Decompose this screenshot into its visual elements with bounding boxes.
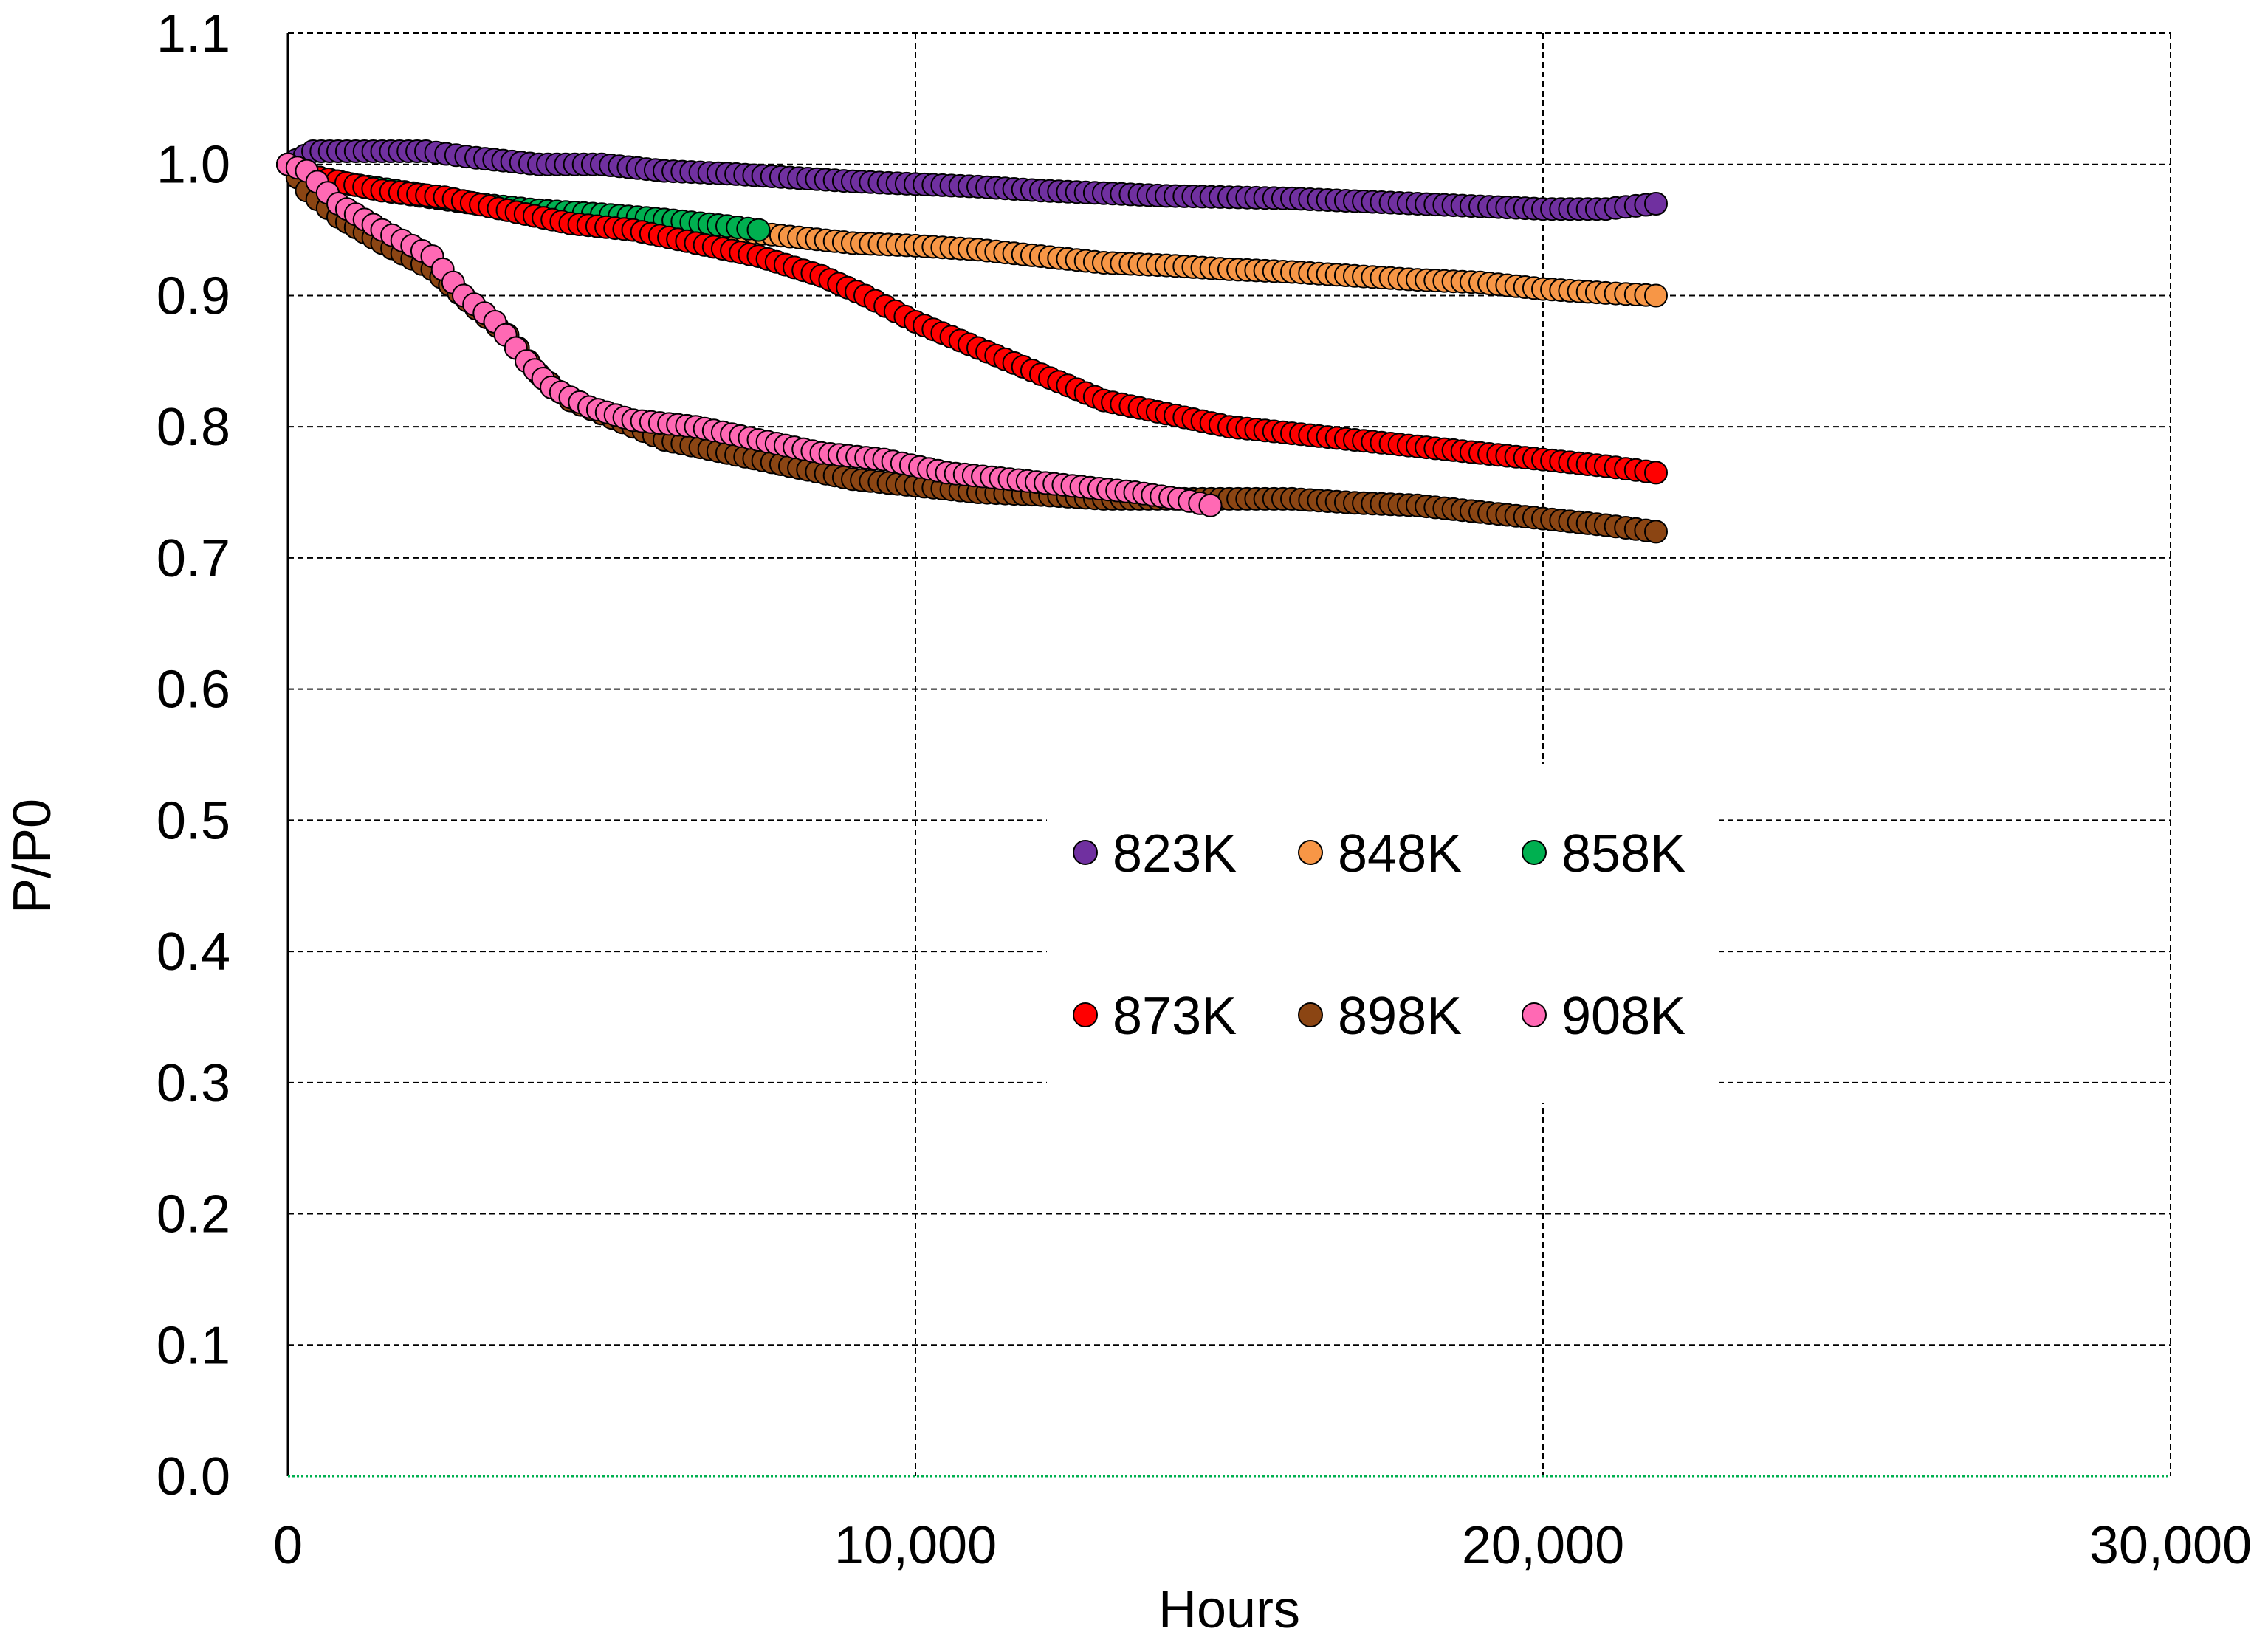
- y-tick-label: 0.4: [157, 923, 230, 982]
- axes: [286, 33, 2171, 1478]
- legend: 823K 848K 858K 873K 898K 908K: [1047, 764, 1719, 1103]
- legend-label: 823K: [1113, 824, 1237, 883]
- legend-marker: [1073, 840, 1098, 865]
- data-point: [1198, 493, 1223, 517]
- y-tick-label: 0.7: [157, 529, 230, 588]
- y-tick-label: 0.8: [157, 398, 230, 457]
- legend-marker: [1522, 1002, 1547, 1027]
- y-tick-label: 0.6: [157, 661, 230, 720]
- y-tick-label: 0.0: [157, 1447, 230, 1506]
- y-tick-label: 0.2: [157, 1185, 230, 1244]
- data-point: [746, 218, 771, 242]
- y-tick-label: 0.1: [157, 1316, 230, 1375]
- data-point: [1644, 520, 1668, 544]
- legend-marker: [1298, 1002, 1323, 1027]
- y-tick-label: 1.1: [157, 4, 230, 63]
- y-tick-label: 1.0: [157, 136, 230, 195]
- y-axis-title: P/P0: [3, 799, 62, 914]
- x-tick-label: 0: [273, 1516, 303, 1575]
- y-tick-label: 0.5: [157, 791, 230, 850]
- legend-marker: [1073, 1002, 1098, 1027]
- data-points: [276, 139, 1668, 544]
- series-823K: [276, 139, 1668, 221]
- y-tick-label: 0.9: [157, 266, 230, 325]
- legend-label: 908K: [1561, 987, 1685, 1046]
- legend-marker: [1298, 840, 1323, 865]
- tick-labels: 0.0 0.1 0.2 0.3 0.4 0.5 0.6 0.7 0.8 0.9 1.0 1.1 0 10,…: [157, 4, 2252, 1575]
- legend-label: 873K: [1113, 987, 1237, 1046]
- y-tick-label: 0.3: [157, 1054, 230, 1113]
- x-axis-title: Hours: [1158, 1580, 1300, 1639]
- x-tick-label: 30,000: [2089, 1516, 2252, 1575]
- legend-label: 898K: [1338, 987, 1462, 1046]
- x-tick-label: 20,000: [1462, 1516, 1624, 1575]
- legend-box: [1047, 764, 1719, 1103]
- data-point: [1644, 283, 1668, 308]
- x-tick-label: 10,000: [834, 1516, 997, 1575]
- legend-label: 858K: [1561, 824, 1685, 883]
- series-908K: [276, 152, 1223, 517]
- data-point: [1644, 192, 1668, 216]
- data-point: [1644, 461, 1668, 485]
- legend-label: 848K: [1338, 824, 1462, 883]
- legend-marker: [1522, 840, 1547, 865]
